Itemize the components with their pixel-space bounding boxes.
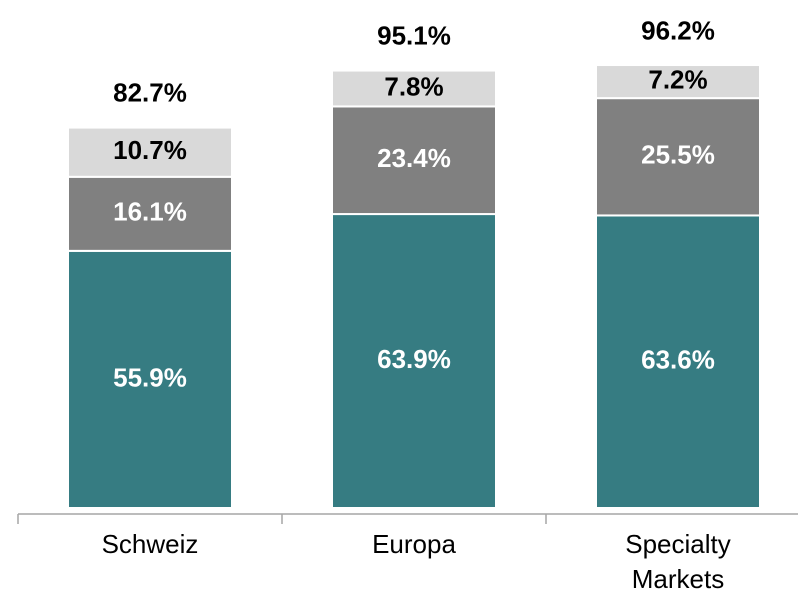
segment-label: 55.9% (113, 362, 187, 392)
total-label: 82.7% (113, 77, 187, 107)
bar-segment (331, 105, 497, 216)
x-tick-label: Schweiz (102, 529, 199, 559)
bar-segment (67, 249, 233, 510)
bar-segment (595, 214, 761, 509)
bar-segment (331, 213, 497, 509)
segment-label: 23.4% (377, 143, 451, 173)
bar-segment (67, 175, 233, 252)
segment-label: 7.8% (384, 71, 443, 101)
segment-label: 7.2% (648, 64, 707, 94)
bar-segment (331, 69, 497, 108)
total-label: 95.1% (377, 20, 451, 50)
segment-label: 25.5% (641, 140, 715, 170)
bar-segment (67, 126, 233, 178)
segment-label: 16.1% (113, 197, 187, 227)
x-tick-label: Specialty Markets (625, 529, 731, 591)
bar-segment (595, 97, 761, 217)
segment-label: 63.6% (641, 345, 715, 375)
bar-segment (595, 64, 761, 100)
segment-label: 10.7% (113, 135, 187, 165)
segment-label: 63.9% (377, 344, 451, 374)
x-tick-label: Europa (372, 529, 456, 559)
total-label: 96.2% (641, 15, 715, 45)
